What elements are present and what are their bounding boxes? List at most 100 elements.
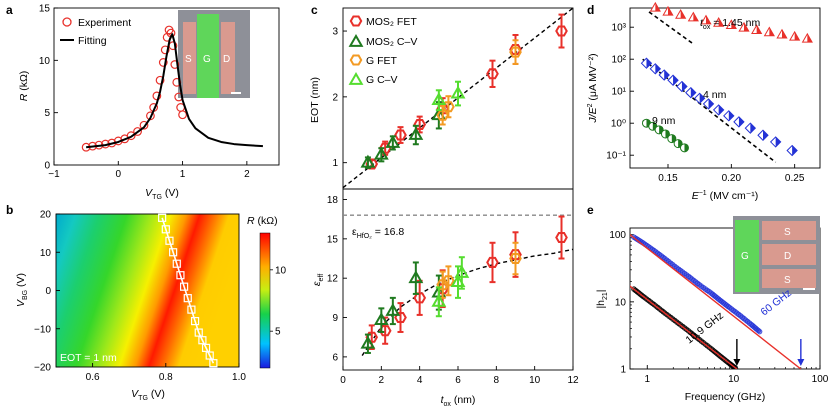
c-xtick-label: 2 [379, 375, 385, 386]
cutoff-arrow-head-1 [733, 359, 741, 366]
label-4nm: 4 nm [703, 89, 727, 101]
inset-source [183, 22, 196, 94]
inset-scale-bar [803, 288, 815, 290]
heatmap [56, 214, 239, 367]
legend-mos2-fet: MOS₂ FET [366, 16, 417, 28]
panel-e-data [630, 233, 805, 369]
eps-point [413, 292, 427, 304]
a-ytick-label: 5 [44, 108, 50, 119]
c-top-ytick-label: 1 [332, 158, 338, 169]
c-xtick-label: 10 [529, 375, 541, 386]
a-ytick-label: 15 [39, 4, 51, 15]
inset-drain [221, 22, 235, 94]
dirac-point [183, 294, 192, 303]
panel-d-ylabel: J/E2 (μA MV⁻²) [587, 53, 599, 123]
e-xtick-label: 1 [644, 374, 650, 385]
b-ytick-label: 0 [45, 286, 51, 297]
fn-point-fill [708, 98, 714, 109]
eot-point [431, 92, 447, 106]
hfo2-limit-label: εHfO₂ = 16.8 [352, 226, 404, 240]
fn-point-fill [664, 70, 670, 81]
dirac-point [209, 359, 218, 368]
dirac-point [194, 328, 203, 337]
dirac-point [169, 248, 178, 257]
colorbar-label: R (kΩ) [247, 215, 278, 227]
fn-point-fill [680, 10, 686, 19]
panel-c-data [342, 7, 574, 356]
fn-point-fill [782, 29, 787, 39]
panel-a-data [81, 25, 263, 152]
fn-point-fill [706, 15, 711, 24]
panel-b: 0.6 0.8 1.0 −20 −10 0 10 20 EOT = 1 nm 5 10 R (k… [15, 210, 287, 403]
eps-point [486, 256, 499, 268]
fn-point-fill [728, 110, 734, 121]
eps-point [509, 253, 522, 264]
a-xtick-label: −1 [48, 169, 60, 180]
h21-point-0 [756, 328, 763, 335]
eot-point [555, 25, 568, 37]
eps-point [365, 331, 379, 343]
panel-e-xlabel: Frequency (GHz) [685, 391, 766, 403]
inset-label-s-bottom: S [784, 275, 791, 286]
d-ytick-label: 10⁻¹ [606, 151, 626, 162]
panel-a-ylabel: R (kΩ) [18, 71, 30, 102]
b-xtick-label: 0.8 [159, 372, 173, 383]
c-xtick-label: 4 [417, 375, 423, 386]
panel-d-frame [629, 7, 821, 169]
h21-fit-line-0 [630, 233, 802, 369]
c-xtick-label: 8 [494, 375, 500, 386]
c-xtick-label: 6 [455, 375, 461, 386]
experiment-point [155, 75, 165, 85]
e-ytick-label: 1 [620, 365, 626, 376]
panel-d-data [640, 1, 813, 163]
c-top-ytick-label: 2 [332, 92, 338, 103]
fn-point-fill [684, 143, 689, 152]
inset-drain [762, 244, 816, 265]
panel-b-ticks: 0.6 0.8 1.0 −20 −10 0 10 20 [34, 210, 246, 384]
fn-point-fill [744, 22, 749, 32]
e-ytick-label: 100 [609, 230, 626, 241]
eot-point [509, 46, 522, 58]
inset-scale-bar [231, 92, 241, 94]
dirac-point [161, 225, 170, 234]
fn-point-fill [738, 116, 744, 127]
fn-point-fill [731, 20, 737, 29]
eps-point [360, 335, 376, 349]
fn-point-fill [718, 104, 724, 115]
a-ytick-label: 10 [39, 56, 51, 67]
legend-marker-g-fet [349, 54, 363, 66]
eps-point [454, 264, 470, 278]
panel-a-legend: Experiment Fitting [60, 17, 131, 47]
panel-letter-e: e [587, 203, 594, 217]
fn-point-fill [699, 93, 705, 104]
fn-point-fill [756, 25, 762, 34]
fn-point-fill [750, 123, 756, 134]
fn-point-fill [690, 87, 696, 98]
eot-point [442, 101, 455, 113]
inset-label-d: D [223, 54, 230, 65]
panel-c-xlabel: tox (nm) [441, 394, 476, 408]
legend-g-cv: G C–V [366, 74, 398, 86]
eps-point [436, 279, 450, 291]
fn-point-fill [655, 2, 661, 12]
panel-d-ticks: 0.15 0.20 0.25 10⁻¹ 10⁰ 10¹ 10² 10³ [606, 23, 805, 184]
legend-marker-mos2-cv [348, 33, 364, 47]
d-ytick-label: 10¹ [612, 87, 627, 98]
fn-fit-line-0 [648, 11, 694, 45]
eot-point [413, 119, 427, 130]
panel-letter-a: a [6, 3, 13, 17]
inset-label-s-top: S [784, 227, 791, 238]
legend-g-fet: G FET [366, 55, 398, 67]
panel-b-xlabel: VTG (V) [131, 388, 165, 402]
dirac-point [180, 282, 189, 291]
eot-point [486, 68, 499, 80]
experiment-point [133, 127, 142, 136]
eps-point [509, 249, 522, 261]
dirac-point [165, 236, 174, 245]
fn-point-fill [668, 6, 673, 16]
e-xtick-label: 10 [728, 374, 740, 385]
